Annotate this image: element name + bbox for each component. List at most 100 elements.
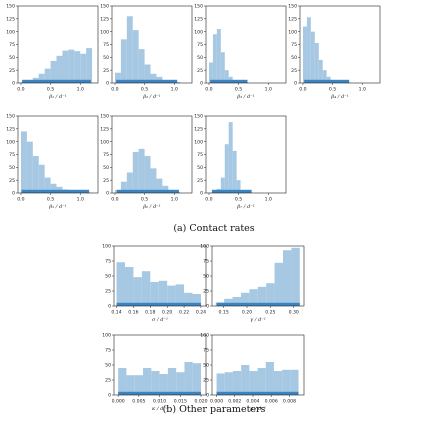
y-tick-label: 125 xyxy=(100,16,109,22)
histogram-3: 0 25 50 75 100 125 150 0.0 0.5 1.0 β₃ / d⁻¹ xyxy=(194,4,287,100)
y-tick-label: 75 xyxy=(197,42,203,48)
rug-marks xyxy=(216,302,300,306)
histogram-bar xyxy=(212,34,217,83)
y-tick-label: 0 xyxy=(108,304,111,310)
x-tick-label: 0.15 xyxy=(219,310,229,316)
x-tick-label: 1.0 xyxy=(171,87,178,93)
histogram-bar xyxy=(114,72,121,83)
histogram-bar xyxy=(144,64,151,83)
x-axis-label: σ / d⁻¹ xyxy=(152,317,168,323)
y-tick-label: 125 xyxy=(194,126,203,132)
rug-marks xyxy=(210,79,248,83)
x-tick-label: 1.0 xyxy=(359,87,366,93)
histogram-bar xyxy=(273,371,283,395)
histogram-bar xyxy=(126,172,133,193)
histogram-bar xyxy=(150,168,157,193)
x-axis-label: μ / d⁻¹ xyxy=(250,406,266,412)
y-tick-label: 100 xyxy=(100,139,109,145)
histogram-7: 0 25 50 75 100 125 150 0.0 0.5 1.0 β₇ / d⁻¹ xyxy=(194,114,287,210)
x-axis-label: β₇ / d⁻¹ xyxy=(236,204,255,210)
histogram-bar xyxy=(132,151,139,193)
x-tick-label: 0.22 xyxy=(179,310,189,316)
y-tick-label: 50 xyxy=(9,55,15,61)
x-tick-label: 0.5 xyxy=(329,87,336,93)
y-tick-label: 150 xyxy=(100,4,109,10)
histogram-6: 0 25 50 75 100 125 150 0.0 0.5 1.0 β₆ / d⁻¹ xyxy=(100,114,193,210)
histogram-bar xyxy=(134,375,144,395)
x-axis-label: β₅ / d⁻¹ xyxy=(48,204,67,210)
y-tick-label: 50 xyxy=(203,274,209,280)
histogram-bar xyxy=(124,267,134,306)
histogram-bar xyxy=(62,50,69,83)
y-tick-label: 75 xyxy=(105,348,111,354)
histogram-bar xyxy=(138,49,145,83)
histogram-bar xyxy=(282,369,291,395)
y-tick-label: 25 xyxy=(197,68,203,74)
x-tick-label: 0.000 xyxy=(112,399,125,405)
histogram-bar xyxy=(118,368,127,395)
x-tick-label: 1.0 xyxy=(77,87,84,93)
y-tick-label: 100 xyxy=(6,139,15,145)
histogram-9: 0 25 50 75 100 0.15 0.20 0.25 0.30 γ / d⁻¹ xyxy=(200,244,305,323)
y-tick-label: 0 xyxy=(106,191,109,197)
histogram-bar xyxy=(236,180,241,193)
y-tick-label: 100 xyxy=(102,244,111,250)
histogram-bar xyxy=(74,51,81,83)
histogram-bar xyxy=(314,42,319,83)
y-tick-label: 75 xyxy=(9,152,15,158)
histogram-bar xyxy=(120,39,127,83)
histogram-bar xyxy=(80,53,87,83)
x-tick-label: 0.0 xyxy=(17,87,24,93)
y-tick-label: 125 xyxy=(6,16,15,22)
y-tick-label: 25 xyxy=(105,378,111,384)
histogram-bar xyxy=(156,178,163,193)
x-axis-label: β₄ / d⁻¹ xyxy=(330,94,349,100)
histogram-bar xyxy=(44,177,51,193)
y-tick-label: 0 xyxy=(200,191,203,197)
histogram-bar xyxy=(257,286,267,306)
y-tick-label: 50 xyxy=(103,165,109,171)
x-tick-label: 0.0 xyxy=(299,87,306,93)
histogram-4: 0 25 50 75 100 125 150 0.0 0.5 1.0 β₄ / d⁻¹ xyxy=(288,4,381,100)
histogram-bar xyxy=(274,262,283,306)
x-axis-label: β₂ / d⁻¹ xyxy=(142,94,161,100)
y-tick-label: 75 xyxy=(103,42,109,48)
histogram-bar xyxy=(249,371,258,395)
histogram-bar xyxy=(150,73,157,83)
histogram-8: 0 25 50 75 100 0.14 0.16 0.18 0.20 0.22 0.24 σ / d⁻… xyxy=(102,244,207,323)
y-tick-label: 150 xyxy=(6,114,15,120)
histogram-bar xyxy=(241,365,250,395)
histogram-bar xyxy=(175,284,185,306)
x-axis-label: β₁ / d⁻¹ xyxy=(48,94,67,100)
histogram-2: 0 25 50 75 100 125 150 0.0 0.5 1.0 β₂ / d⁻¹ xyxy=(100,4,193,100)
histogram-bar xyxy=(158,280,168,306)
histogram-bar xyxy=(132,30,139,83)
y-tick-label: 125 xyxy=(100,126,109,132)
histogram-bar xyxy=(50,183,57,193)
x-tick-label: 0.20 xyxy=(242,310,252,316)
x-axis-label: κ / d⁻¹ xyxy=(151,406,168,412)
histogram-bar xyxy=(44,68,51,83)
y-tick-label: 150 xyxy=(100,114,109,120)
y-tick-label: 125 xyxy=(288,16,297,22)
y-tick-label: 150 xyxy=(194,114,203,120)
x-tick-label: 0.5 xyxy=(141,197,148,203)
x-tick-label: 1.0 xyxy=(265,197,272,203)
rug-marks xyxy=(211,189,252,193)
y-tick-label: 25 xyxy=(9,178,15,184)
histogram-bar xyxy=(232,371,242,395)
y-tick-label: 100 xyxy=(200,244,209,250)
x-tick-label: 0.5 xyxy=(47,197,54,203)
y-tick-label: 100 xyxy=(200,333,209,339)
x-tick-label: 0.008 xyxy=(283,399,296,405)
x-tick-label: 0.020 xyxy=(194,399,207,405)
histogram-bar xyxy=(159,374,168,395)
y-tick-label: 0 xyxy=(106,81,109,87)
x-tick-label: 0.0 xyxy=(111,87,118,93)
histogram-bar xyxy=(50,60,57,83)
histogram-bar xyxy=(86,48,93,83)
rug-marks xyxy=(216,391,299,395)
histogram-bar xyxy=(249,289,258,306)
x-axis-label: β₃ / d⁻¹ xyxy=(236,94,255,100)
x-axis-label: γ / d⁻¹ xyxy=(250,317,266,323)
